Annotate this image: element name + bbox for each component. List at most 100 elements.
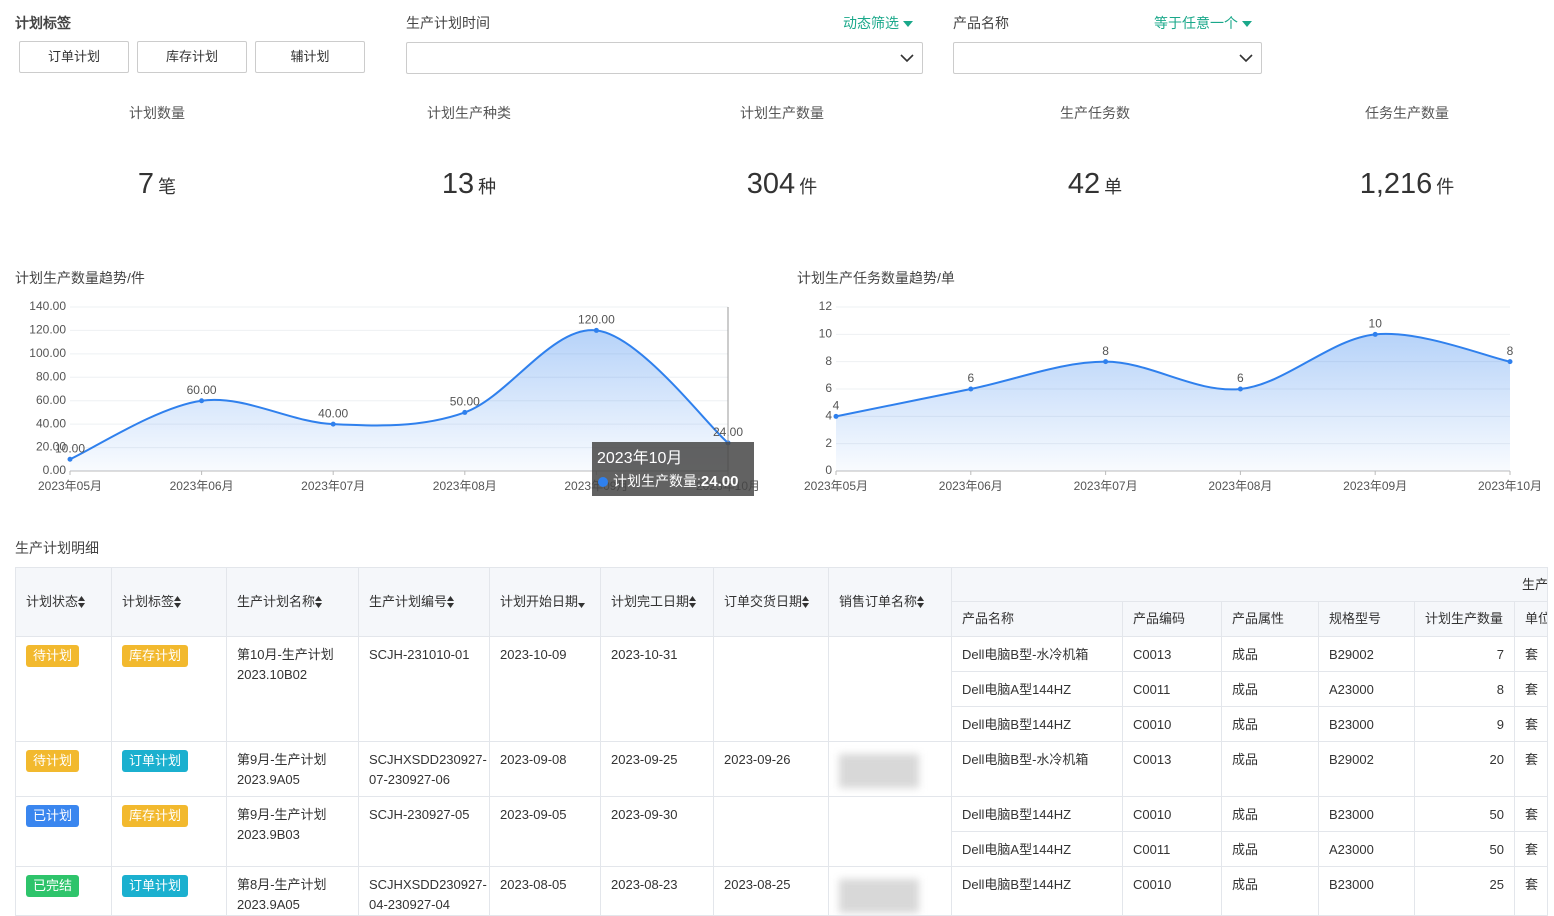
- filter-mode[interactable]: 等于任意一个: [1154, 13, 1252, 33]
- x-tick-label: 2023年06月: [170, 479, 234, 493]
- header-text: 生产计划名称: [237, 592, 315, 612]
- sort-down: [174, 603, 181, 608]
- filter-mode[interactable]: 动态筛选: [843, 13, 913, 33]
- y-tick-label: 2: [825, 436, 832, 450]
- kpi-number: 13: [442, 168, 474, 200]
- end-cell: 2023-08-23: [601, 867, 714, 916]
- item-cell: Dell电脑B型144HZ: [952, 707, 1123, 742]
- sub-header: 产品编码: [1123, 602, 1222, 637]
- item-cell: B29002: [1319, 742, 1415, 797]
- code-cell: SCJH-231010-01: [359, 637, 490, 742]
- kpi-label: 生产任务数: [1060, 103, 1130, 123]
- item-cell: B23000: [1319, 797, 1415, 832]
- column-header: 生产计划名称: [227, 568, 359, 637]
- start-cell: 2023-10-09: [490, 637, 601, 742]
- value-label: 10.00: [55, 441, 85, 455]
- end-date: 2023-08-23: [611, 875, 703, 895]
- item-cell: 成品: [1222, 832, 1319, 867]
- sort-up: [174, 596, 181, 601]
- item-cell: B23000: [1319, 867, 1415, 916]
- y-tick-label: 10: [819, 327, 833, 341]
- value-label: 40.00: [318, 406, 348, 420]
- tooltip-value: 24.00: [701, 473, 739, 490]
- value-label: 8: [1507, 344, 1514, 358]
- tag-button[interactable]: 辅计划: [255, 41, 365, 73]
- value-label: 50.00: [450, 395, 480, 409]
- y-tick-label: 0: [825, 463, 832, 477]
- item-cell: 8: [1415, 672, 1515, 707]
- x-tick-label: 2023年07月: [1074, 479, 1138, 493]
- kpi-label: 计划生产种类: [427, 103, 511, 123]
- item-cell: Dell电脑B型-水冷机箱: [952, 637, 1123, 672]
- item-cell: Dell电脑B型144HZ: [952, 867, 1123, 916]
- chevron: [1239, 53, 1253, 63]
- sort-icon: [689, 596, 696, 608]
- item-cell: C0010: [1123, 867, 1222, 916]
- filter-label: 计划标签: [15, 13, 71, 33]
- y-tick-label: 4: [825, 409, 832, 423]
- status-badge: 待计划: [26, 645, 79, 667]
- header-text: 销售订单名称: [839, 592, 917, 612]
- kpi-label: 任务生产数量: [1365, 103, 1449, 123]
- sales-order-cell: [829, 867, 952, 916]
- delivery-date: 2023-08-25: [724, 875, 818, 895]
- tag-cell: 库存计划: [112, 797, 227, 867]
- header-text: 生产计划编号: [369, 592, 447, 612]
- chart: 0246810122023年05月2023年06月2023年07月2023年08…: [780, 290, 1554, 510]
- item-cell: C0011: [1123, 672, 1222, 707]
- point: [331, 422, 336, 427]
- product-select[interactable]: [953, 42, 1262, 74]
- filter-label: 产品名称: [953, 13, 1009, 33]
- name-line: 2023.9A05: [237, 770, 348, 790]
- y-tick-label: 120.00: [29, 323, 66, 337]
- name-cell: 第8月-生产计划2023.9A05: [227, 867, 359, 916]
- column-header: 计划标签: [112, 568, 227, 637]
- sort-icon: [447, 596, 454, 608]
- value-label: 60.00: [187, 383, 217, 397]
- delivery-cell: [714, 797, 829, 867]
- header-text: 订单交货日期: [724, 592, 802, 612]
- caret: [903, 20, 913, 28]
- tag-button[interactable]: 订单计划: [19, 41, 129, 73]
- y-tick-label: 140.00: [29, 299, 66, 313]
- x-tick-label: 2023年06月: [939, 479, 1003, 493]
- start-date: 2023-10-09: [500, 645, 590, 665]
- status-badge: 已计划: [26, 805, 79, 827]
- point: [834, 414, 839, 419]
- item-cell: B23000: [1319, 707, 1415, 742]
- tag-badge: 订单计划: [122, 875, 188, 897]
- sort-up: [917, 596, 924, 601]
- kpi-number: 304: [747, 168, 795, 200]
- time-select[interactable]: [406, 42, 923, 74]
- tag-button[interactable]: 库存计划: [137, 41, 247, 73]
- column-header: 订单交货日期: [714, 568, 829, 637]
- point: [968, 387, 973, 392]
- item-cell: C0013: [1123, 637, 1222, 672]
- item-cell: 25: [1415, 867, 1515, 916]
- tag-cell: 订单计划: [112, 867, 227, 916]
- sort-up: [315, 596, 322, 601]
- end-date: 2023-09-25: [611, 750, 703, 770]
- kpi-value: 13种: [442, 168, 496, 201]
- item-cell: 套: [1515, 867, 1548, 916]
- status-badge: 待计划: [26, 750, 79, 772]
- sub-header: 产品名称: [952, 602, 1123, 637]
- name-line: 2023.9B03: [237, 825, 348, 845]
- status-cell: 待计划: [16, 637, 112, 742]
- tooltip-dot: [598, 477, 608, 487]
- sort-down: [917, 603, 924, 608]
- tag-badge: 库存计划: [122, 645, 188, 667]
- status-cell: 待计划: [16, 742, 112, 797]
- kpi-number: 42: [1068, 168, 1100, 200]
- y-tick-label: 60.00: [36, 393, 66, 407]
- item-cell: 9: [1415, 707, 1515, 742]
- item-cell: Dell电脑B型144HZ: [952, 797, 1123, 832]
- blurred-content: [839, 879, 919, 913]
- sort-up: [78, 596, 85, 601]
- kpi-number: 1,216: [1360, 168, 1433, 200]
- item-cell: 成品: [1222, 797, 1319, 832]
- sort-icon: [917, 596, 924, 608]
- item-cell: A23000: [1319, 832, 1415, 867]
- group-header: 生产: [952, 568, 1548, 602]
- tooltip-title: 2023年10月: [597, 449, 682, 467]
